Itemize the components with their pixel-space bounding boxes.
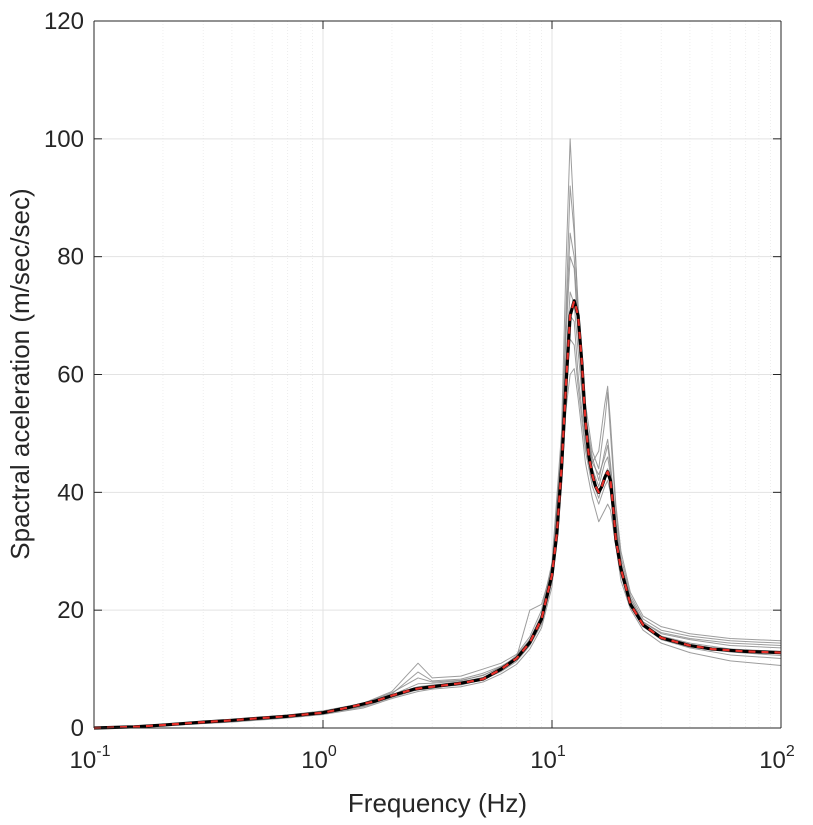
y-tick-label: 40: [57, 479, 84, 506]
series-layer: [93, 138, 782, 730]
x-tick-label: 101: [530, 743, 566, 774]
x-tick-label-exponent: 2: [786, 743, 795, 760]
y-tick-label: 120: [44, 8, 84, 35]
x-axis-title: Frequency (Hz): [348, 788, 527, 818]
y-tick-label: 0: [71, 715, 84, 742]
y-tick-label: 20: [57, 597, 84, 624]
x-tick-label-base: 10: [301, 747, 328, 774]
y-axis-title: Spactral aceleration (m/sec/sec): [5, 188, 35, 559]
mean-series-line: [93, 299, 782, 730]
x-tick-label: 10-1: [70, 743, 111, 774]
x-tick-label-exponent: 1: [557, 743, 566, 760]
y-tick-label: 100: [44, 126, 84, 153]
x-tick-label: 100: [301, 743, 337, 774]
x-tick-label: 102: [759, 743, 795, 774]
axes: [93, 20, 782, 729]
x-tick-label-exponent: -1: [96, 743, 110, 760]
x-tick-label-exponent: 0: [328, 743, 337, 760]
y-tick-label: 60: [57, 362, 84, 389]
x-tick-label-base: 10: [70, 747, 97, 774]
x-tick-label-base: 10: [759, 747, 786, 774]
x-tick-label-base: 10: [530, 747, 557, 774]
sample-series-line: [93, 138, 782, 729]
y-tick-label: 80: [57, 244, 84, 271]
